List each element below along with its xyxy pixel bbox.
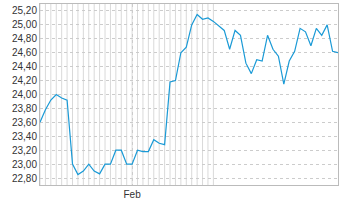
svg-text:23,00: 23,00: [12, 159, 37, 170]
svg-text:24,60: 24,60: [12, 47, 37, 58]
svg-text:Feb: Feb: [123, 189, 141, 200]
svg-text:22,80: 22,80: [12, 173, 37, 184]
svg-text:23,20: 23,20: [12, 145, 37, 156]
svg-text:24,80: 24,80: [12, 33, 37, 44]
svg-text:23,40: 23,40: [12, 131, 37, 142]
svg-text:25,20: 25,20: [12, 5, 37, 16]
svg-text:24,20: 24,20: [12, 75, 37, 86]
svg-text:24,40: 24,40: [12, 61, 37, 72]
svg-text:25,00: 25,00: [12, 19, 37, 30]
svg-text:24,00: 24,00: [12, 89, 37, 100]
svg-text:23,60: 23,60: [12, 117, 37, 128]
svg-text:23,80: 23,80: [12, 103, 37, 114]
